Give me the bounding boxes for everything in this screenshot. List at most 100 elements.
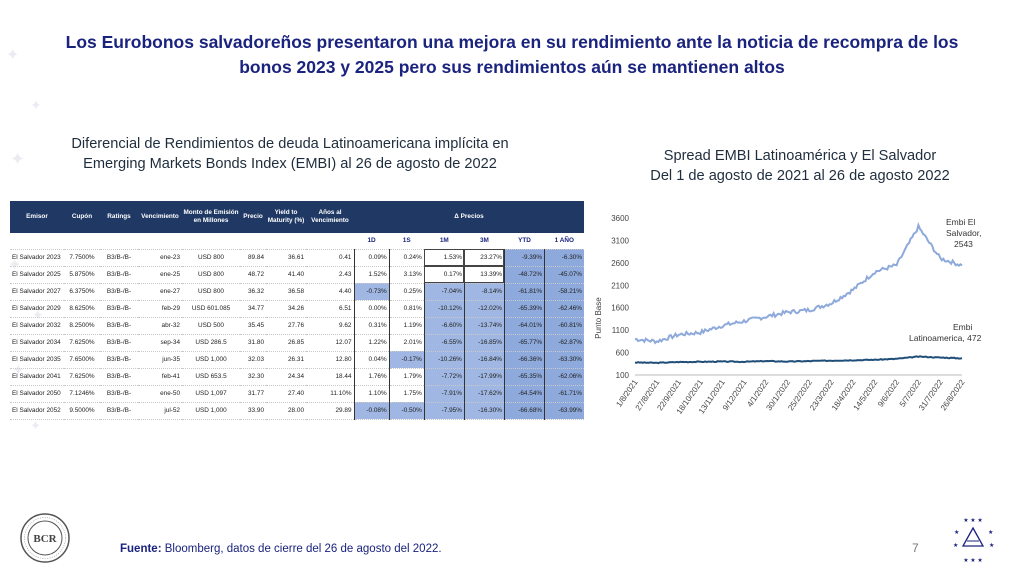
table-cell: 3.13%	[388, 266, 425, 284]
subheader-3m: 3M	[464, 233, 505, 250]
label-la-2: Latinoamerica, 472	[909, 333, 982, 343]
table-cell: -65.39%	[503, 300, 545, 318]
table-cell: 7.6250%	[64, 334, 100, 352]
table-cell: -60.81%	[544, 317, 584, 335]
svg-text:★: ★	[953, 542, 958, 549]
table-cell: 0.25%	[388, 283, 425, 301]
bcr-seal-logo: BCR	[20, 513, 70, 563]
table-header-row: Emisor Cupón Ratings Vencimiento Monto d…	[10, 201, 584, 233]
table-cell: 1.53%	[423, 249, 465, 267]
table-cell: 1.79%	[388, 368, 425, 386]
subheader-1m: 1M	[424, 233, 465, 250]
table-cell: -63.30%	[544, 351, 584, 369]
table-cell: 35.45	[240, 317, 266, 335]
table-cell: 9.5000%	[64, 402, 100, 420]
table-cell: B3/B-/B-	[100, 300, 138, 318]
table-cell: B3/B-/B-	[100, 351, 138, 369]
el-salvador-coat-of-arms-icon: ★ ★ ★ ★ ★ ★ ★ ★ ★ ★	[953, 517, 994, 564]
y-tick-label: 1600	[611, 304, 629, 313]
svg-text:BCR: BCR	[33, 533, 57, 545]
header-monto: Monto de Emisión en Millones	[182, 201, 240, 233]
subheader-ytd: YTD	[504, 233, 545, 250]
label-la-1: Embi	[953, 322, 972, 332]
table-cell: -58.21%	[544, 283, 584, 301]
svg-text:✦: ✦	[6, 47, 19, 64]
table-cell: 0.04%	[353, 351, 390, 369]
source-text: Bloomberg, datos de cierre del 26 de ago…	[161, 543, 442, 555]
table-cell: 31.77	[240, 385, 266, 403]
svg-text:✦: ✦	[30, 418, 41, 433]
table-cell: USD 1,000	[182, 402, 240, 420]
y-tick-label: 100	[616, 371, 630, 380]
table-cell: ene-27	[138, 283, 182, 301]
subheader-row: 1D 1S 1M 3M YTD 1 AÑO	[10, 233, 584, 250]
header-precio: Precio	[240, 201, 266, 233]
table-cell: B3/B-/B-	[100, 317, 138, 335]
table-cell: jul-52	[138, 402, 182, 420]
table-cell: -66.68%	[503, 402, 545, 420]
svg-text:✦: ✦	[30, 97, 42, 113]
table-cell: USD 1,097	[182, 385, 240, 403]
table-cell: 7.6500%	[64, 351, 100, 369]
series-line-latinoamerica	[634, 355, 963, 365]
table-cell: -17.62%	[463, 385, 505, 403]
table-cell: 26.85	[266, 334, 306, 352]
table-cell: -64.01%	[503, 317, 545, 335]
table-cell: 6.3750%	[64, 283, 100, 301]
table-cell: 1.76%	[353, 368, 390, 386]
table-cell: B3/B-/B-	[100, 266, 138, 284]
subheader-1s: 1S	[389, 233, 425, 250]
table-cell: 7.1246%	[64, 385, 100, 403]
table-cell: 0.00%	[353, 300, 390, 318]
series-line-el-salvador	[634, 221, 963, 345]
table-cell: USD 601.085	[182, 300, 240, 318]
table-cell: El Salvador 2023	[10, 249, 64, 267]
table-cell: 48.72	[240, 266, 266, 284]
header-yield: Yield to Maturity (%)	[266, 201, 306, 233]
table-cell: 41.40	[266, 266, 306, 284]
y-tick-label: 3100	[611, 236, 629, 245]
table-cell: -0.50%	[388, 402, 425, 420]
subheader-1ano: 1 AÑO	[544, 233, 584, 250]
header-vencimiento: Vencimiento	[138, 201, 182, 233]
y-tick-label: 2600	[611, 259, 629, 268]
table-cell: 12.07	[306, 334, 354, 352]
table-cell: El Salvador 2025	[10, 266, 64, 284]
table-cell: B3/B-/B-	[100, 368, 138, 386]
svg-text:★ ★ ★: ★ ★ ★	[963, 517, 982, 524]
table-cell: -61.71%	[544, 385, 584, 403]
table-cell: 31.80	[240, 334, 266, 352]
table-cell: 4.40	[306, 283, 354, 301]
table-cell: -0.73%	[353, 283, 390, 301]
table-cell: 1.10%	[353, 385, 390, 403]
svg-text:✦: ✦	[10, 149, 25, 169]
chart-title-line1: Spread EMBI Latinoamérica y El Salvador	[663, 148, 937, 164]
table-cell: El Salvador 2035	[10, 351, 64, 369]
table-cell: B3/B-/B-	[100, 402, 138, 420]
y-axis-label: Punto Base	[594, 297, 603, 339]
label-sv-3: 2543	[954, 239, 973, 249]
source-note: Fuente: Bloomberg, datos de cierre del 2…	[120, 543, 442, 555]
table-cell: -9.39%	[503, 249, 545, 267]
table-cell: -45.07%	[544, 266, 584, 284]
table-row: El Salvador 2027 6.3750% B3/B-/B-ene-27 USD…	[10, 283, 584, 301]
table-cell: 1.75%	[388, 385, 425, 403]
table-cell: 27.76	[266, 317, 306, 335]
table-cell: 34.26	[266, 300, 306, 318]
table-cell: -10.26%	[423, 351, 465, 369]
table-cell: -17.99%	[463, 368, 505, 386]
y-tick-label: 2100	[611, 281, 629, 290]
table-cell: -12.02%	[463, 300, 505, 318]
table-cell: El Salvador 2027	[10, 283, 64, 301]
table-cell: 0.81%	[388, 300, 425, 318]
table-cell: El Salvador 2052	[10, 402, 64, 420]
table-cell: -6.30%	[544, 249, 584, 267]
svg-text:★: ★	[954, 529, 959, 536]
table-cell: -0.17%	[388, 351, 425, 369]
table-cell: B3/B-/B-	[100, 385, 138, 403]
spread-line-chart: Punto Base 100 600 1100 1600 2100 2600 3100 360…	[594, 214, 982, 416]
table-cell: 11.10%	[306, 385, 354, 403]
table-cell: 29.89	[306, 402, 354, 420]
table-cell: -7.91%	[423, 385, 465, 403]
table-row: El Salvador 2029 8.6250% B3/B-/B-feb-29 USD…	[10, 300, 584, 318]
